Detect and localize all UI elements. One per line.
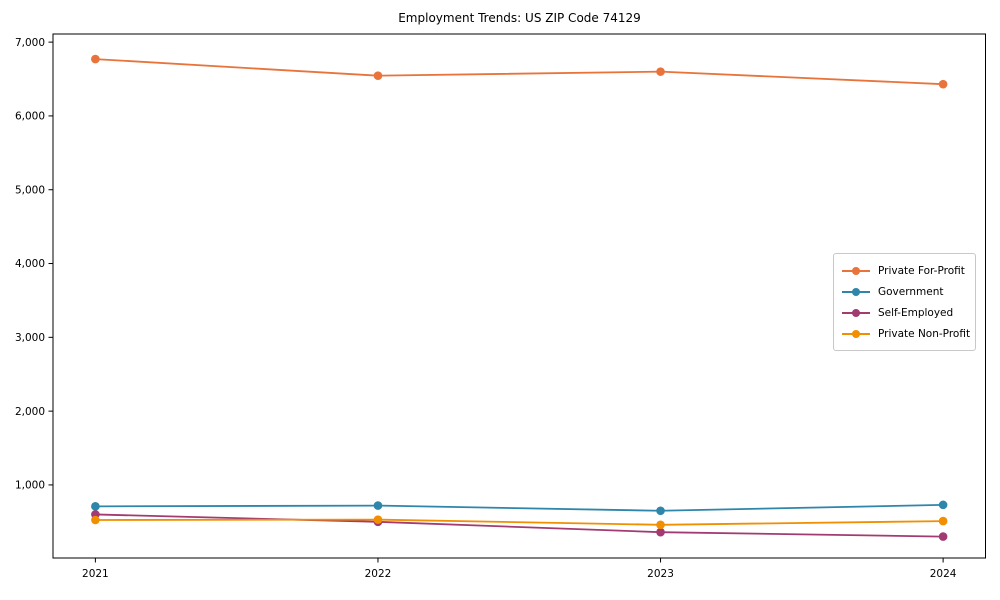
x-tick-label: 2023 — [647, 568, 674, 580]
data-point — [656, 527, 665, 537]
legend-label: Private For-Profit — [878, 264, 965, 277]
chart-title: Employment Trends: US ZIP Code 74129 — [398, 11, 641, 25]
legend-item: Private Non-Profit — [842, 323, 971, 344]
y-tick-label: 7,000 — [15, 37, 45, 49]
data-point — [938, 532, 948, 541]
x-tick-label: 2021 — [82, 568, 109, 580]
legend-item: Government — [842, 281, 967, 302]
plot-border — [52, 33, 986, 559]
series-line — [95, 518, 944, 526]
y-tick-label: 1,000 — [15, 480, 45, 492]
data-point — [656, 520, 665, 530]
data-point — [656, 506, 665, 516]
series-line — [95, 513, 944, 538]
legend-label: Government — [878, 285, 944, 298]
legend-marker-icon — [842, 266, 870, 276]
legend-item: Private For-Profit — [842, 260, 967, 281]
x-tick-label: 2022 — [365, 568, 392, 580]
data-point — [938, 500, 948, 510]
data-point — [91, 54, 100, 64]
data-point — [656, 67, 665, 76]
legend-marker-icon — [842, 287, 870, 297]
legend-label: Self-Employed — [878, 306, 954, 319]
y-tick-label: 5,000 — [15, 184, 45, 196]
legend-label: Private Non-Profit — [878, 327, 971, 340]
y-tick-label: 2,000 — [15, 406, 45, 418]
legend-marker-icon — [842, 308, 870, 318]
data-point — [373, 71, 383, 80]
legend-marker-icon — [842, 329, 870, 339]
data-point — [91, 515, 100, 525]
x-tick-label: 2024 — [930, 568, 957, 580]
data-point — [91, 502, 100, 511]
data-point — [373, 515, 383, 524]
data-point — [938, 516, 948, 526]
data-point — [373, 501, 383, 510]
legend: Private For-Profit Government Self-Employe… — [833, 253, 976, 351]
y-tick-label: 6,000 — [15, 111, 45, 123]
series-line — [95, 58, 944, 86]
data-point — [938, 79, 948, 89]
y-tick-label: 3,000 — [15, 332, 45, 344]
legend-item: Self-Employed — [842, 302, 967, 323]
y-tick-label: 4,000 — [15, 258, 45, 270]
series-line — [95, 503, 944, 512]
